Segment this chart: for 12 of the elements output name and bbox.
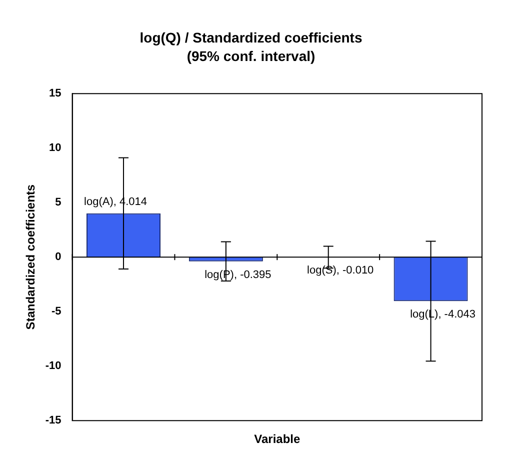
y-axis-title: Standardized coefficients — [24, 184, 38, 330]
y-tick-label: 15 — [49, 88, 62, 100]
y-tick-label: -5 — [52, 306, 62, 318]
y-tick-label: -10 — [45, 360, 62, 372]
x-axis-title: Variable — [254, 432, 300, 446]
y-tick-label: 10 — [49, 142, 62, 154]
y-tick-label: 0 — [55, 251, 62, 264]
y-tick-label: 5 — [55, 196, 62, 209]
chart-subtitle: (95% conf. interval) — [186, 48, 316, 64]
data-label: log(S), -0.010 — [307, 264, 374, 277]
y-tick-label: -15 — [45, 414, 62, 427]
chart-title: log(Q) / Standardized coefficients — [140, 29, 362, 46]
